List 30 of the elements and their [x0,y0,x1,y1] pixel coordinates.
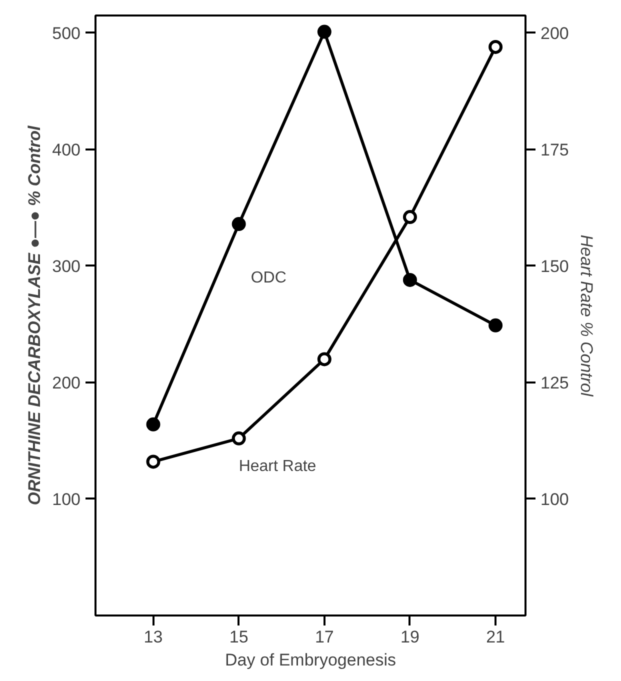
y-tick-label: 300 [52,256,81,276]
point [317,352,332,366]
point [146,417,160,432]
point [317,24,332,39]
y2-tick-label: 125 [540,373,569,392]
series-label: ODC [250,270,286,287]
x-axis-title: Day of Embryogenesis [224,650,396,670]
x-tick-label: 17 [314,628,334,646]
y-tick-label: 500 [52,24,81,43]
point [146,454,160,469]
point [402,210,417,224]
y2-tick-label: 175 [540,140,569,160]
y-tick-label: 400 [52,140,81,160]
series-label: Heart Rate [238,458,316,475]
x-tick-label: 19 [400,628,420,646]
y2-axis-title: Heart Rate % Control [576,234,596,398]
point [402,272,417,287]
y2-tick-label: 150 [540,256,569,276]
y2-tick-label: 100 [540,490,569,509]
y2-tick-label: 200 [540,24,569,43]
x-tick-label: 13 [144,628,163,646]
y-tick-label: 100 [52,490,81,509]
point [232,431,246,446]
x-tick-label: 21 [486,628,506,646]
x-tick-label: 15 [229,628,248,646]
point [488,40,503,54]
point [488,318,503,332]
y-tick-label: 200 [52,373,81,392]
y-axis-title: ORNITHINE DECARBOXYLASE ●—● % Control [25,124,44,506]
point [232,217,246,232]
